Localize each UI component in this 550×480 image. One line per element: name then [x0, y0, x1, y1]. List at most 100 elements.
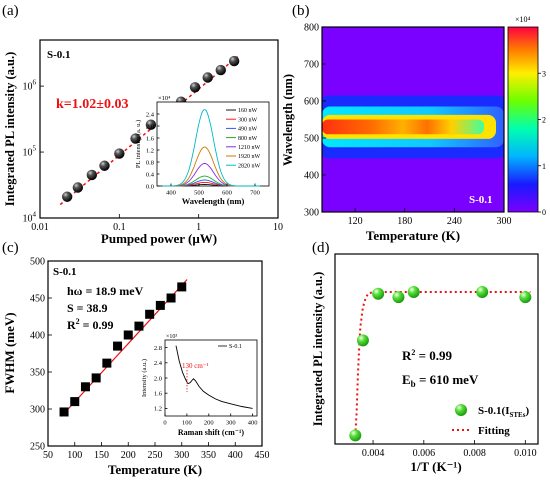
panel-a-inset-xlabel: Wavelength (nm) [182, 196, 245, 206]
panel-c-inset-line [175, 345, 253, 409]
panel-c-inset-y-ticklabel-4: 2.8 [154, 345, 162, 352]
panel-a-inset-y-ticklabel-1: 0.4 [146, 171, 155, 178]
panel-c-inset-y-ticklabel-2: 2.0 [154, 375, 162, 382]
panel-a-x-ticklabel-0: 0.01 [31, 222, 49, 233]
panel-a-xlabel: Pumped power (μW) [101, 231, 217, 246]
panel-c-inset-x-ticks: 0 100 200 300 400 [163, 413, 257, 427]
panel-c-x-ticklabel-7: 400 [228, 450, 243, 461]
panel-c-inset-frame [164, 339, 258, 417]
panel-d-legend-points: S-0.1(ISTEs) [478, 405, 529, 419]
panel-d-point-0 [349, 429, 362, 442]
panel-b-colorbar-ticklabel-0: 0 [542, 208, 546, 217]
panel-a-frame [39, 39, 279, 219]
panel-a-inset-x-ticklabel-1: 500 [194, 190, 204, 197]
panel-c-fit-line [60, 279, 188, 417]
panel-a-ylabel: Integrated PL intensity (a.u.) [3, 52, 17, 207]
panel-a-inset-x-ticklabel-2: 600 [222, 190, 232, 197]
panel-c-x-ticks: 50 100 150 200 250 300 350 400 450 [43, 442, 270, 461]
panel-a-point-4 [114, 148, 125, 159]
panel-a-x-ticklabel-2: 1 [196, 222, 201, 233]
panel-c-points [59, 282, 187, 417]
panel-b-xlabel: Temperature (K) [366, 228, 460, 243]
panel-c-x-ticklabel-5: 300 [174, 450, 189, 461]
panel-b-y-ticklabel-1: 400 [304, 171, 319, 182]
panel-c-point-6 [123, 330, 133, 340]
panel-b-y-ticklabel-4: 700 [304, 60, 319, 71]
panel-d-point-1 [356, 334, 369, 347]
panel-c-inset-x-ticklabel-1: 100 [182, 420, 192, 427]
panel-b-colorbar-ticklabel-1: 1 [542, 162, 546, 171]
panel-b-x-ticklabel-3: 300 [497, 216, 512, 227]
panel-c-x-ticklabel-1: 100 [67, 450, 82, 461]
panel-c-y-ticklabel-3: 400 [30, 331, 45, 342]
panel-a-x-ticklabel-1: 0.1 [113, 222, 126, 233]
panel-c-x-ticklabel-0: 50 [43, 450, 53, 461]
panel-c-R2: R2 = 0.99 [67, 317, 114, 332]
panel-c-point-5 [113, 341, 123, 351]
panel-c-y-ticklabel-1: 300 [30, 405, 45, 416]
panel-c-inset-curve [175, 345, 253, 409]
panel-b-x-ticklabel-2: 240 [447, 216, 462, 227]
panel-d-ylabel: Integrated PL intensity (a.u.) [311, 272, 325, 427]
panel-b-x-ticklabel-1: 180 [397, 216, 412, 227]
panel-c-fit [60, 279, 188, 417]
panel-c-inset-xlabel: Raman shift (cm⁻¹) [178, 428, 245, 437]
panel-d-points [349, 286, 532, 442]
panel-c-label: (c) [2, 240, 19, 256]
panel-a-inset-frame [156, 101, 270, 187]
panel-c-point-11 [177, 282, 187, 292]
panel-d-point-4 [407, 286, 420, 298]
panel-c-point-4 [102, 358, 112, 368]
panel-a-sample: S-0.1 [47, 49, 71, 61]
panel-d-x-ticklabel-3: 0.010 [514, 448, 537, 459]
panel-c-x-ticklabel-4: 250 [148, 450, 163, 461]
panel-b-x-ticks: 120 180 240 300 [348, 208, 512, 227]
panel-a-inset-x-ticklabel-3: 700 [250, 190, 260, 197]
panel-c-point-8 [145, 309, 155, 319]
panel-c-point-10 [166, 293, 176, 303]
panel-c-y-ticklabel-4: 450 [30, 294, 45, 305]
panel-c: (c) S-0.1 hω = 18.9 meV S = 38.9 R2 = 0.… [2, 240, 270, 477]
panel-a-inset-multiplier: ×10⁴ [158, 95, 171, 102]
panel-c-inset-y-ticklabel-0: 1.2 [154, 406, 162, 413]
panel-a-inset-y-ticklabel-2: 0.8 [146, 159, 154, 166]
panel-d-label: (d) [312, 240, 330, 256]
panel-a-y-ticklabel-0: 104 [23, 211, 37, 225]
panel-b-heatmap [322, 27, 504, 212]
panel-a-inset-y-ticklabel-0: 0.0 [146, 183, 154, 190]
panel-b-y-ticks: 300 400 500 600 700 800 [304, 23, 326, 219]
panel-c-inset-annotation: 130 cm⁻¹ [182, 362, 209, 370]
panel-a-annotation: k=1.02±0.03 [56, 97, 128, 112]
panel-a-inset-x-ticklabel-0: 400 [166, 190, 176, 197]
panel-c-ylabel: FWHM (meV) [2, 312, 17, 393]
panel-a-point-1 [72, 182, 84, 193]
panel-a-y-ticks: 104 105 106 [23, 79, 44, 225]
panel-a-inset: 400 500 600 700 0.0 0.4 0.8 1.2 1.6 2.0 2.4 160 n… [135, 95, 270, 206]
panel-c-inset-legend: S-0.1 [229, 344, 242, 350]
panel-c-y-ticks: 250 300 350 400 450 500 [30, 257, 52, 453]
panel-c-inset-y-ticklabel-3: 2.4 [154, 360, 163, 367]
panel-a-point-6 [145, 119, 157, 130]
panel-d-x-ticklabel-0: 0.004 [362, 448, 385, 459]
panel-b-frame [321, 26, 505, 213]
panel-a-inset-y-ticklabel-5: 2.0 [146, 123, 154, 130]
panel-d-point-6 [519, 291, 532, 304]
panel-a-inset-legend-label-2: 490 nW [238, 127, 258, 133]
panel-c-inset: 0 100 200 300 400 1.2 1.6 2.0 2.4 2.8 S-0.1 130 … [141, 334, 257, 437]
panel-d-fit-curve [354, 291, 531, 436]
panel-d-R2: R2 = 0.99 [402, 348, 453, 363]
panel-c-xlabel: Temperature (K) [108, 462, 202, 477]
panel-a-inset-legend: 160 nW 300 nW 490 nW 800 nW 1210 nW 1920 nW 28… [226, 108, 261, 169]
panel-c-homega: hω = 18.9 meV [67, 284, 144, 298]
panel-d-point-2 [372, 287, 385, 300]
panel-c-sample: S-0.1 [53, 266, 77, 278]
panel-c-x-ticklabel-8: 450 [255, 450, 270, 461]
panel-a-inset-ylabel: PL intensity (a. u.) [135, 120, 142, 168]
panel-a-inset-legend-label-3: 800 nW [238, 136, 258, 142]
panel-c-S: S = 38.9 [67, 301, 108, 315]
panel-a-point-10 [202, 72, 213, 83]
panel-d-xlabel: 1/T (K⁻¹) [410, 459, 461, 474]
panel-c-inset-y-ticks: 1.2 1.6 2.0 2.4 2.8 [154, 345, 168, 413]
panel-a-x-ticklabel-3: 10 [273, 222, 283, 233]
panel-c-point-7 [134, 321, 144, 331]
